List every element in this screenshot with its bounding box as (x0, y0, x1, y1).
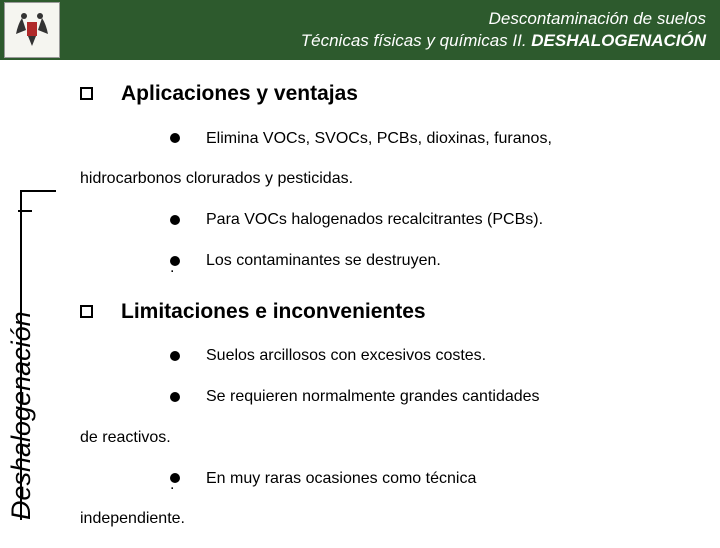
square-bullet-icon (80, 305, 93, 318)
content-area: Deshalogenación Aplicaciones y ventajas … (0, 60, 720, 540)
section-1-heading: Aplicaciones y ventajas (121, 78, 358, 111)
section-2-item-2-wrap: de reactivos. (80, 426, 700, 451)
header-line-2-bold: DESHALOGENACIÓN (531, 31, 706, 50)
section-1-item-3: Los contaminantes se destruyen. (80, 249, 700, 274)
section-2-heading-row: Limitaciones e inconvenientes (80, 296, 700, 329)
round-bullet-icon (170, 133, 180, 143)
section-2-item-3-text: En muy raras ocasiones como técnica (206, 470, 476, 487)
section-1-heading-row: Aplicaciones y ventajas (80, 78, 700, 111)
round-bullet-icon (170, 473, 180, 483)
round-bullet-icon (170, 351, 180, 361)
section-1-item-1-wrap: hidrocarbonos clorurados y pesticidas. (80, 167, 700, 192)
section-2-item-2-text: Se requieren normalmente grandes cantida… (206, 388, 540, 405)
section-1-item-1: Elimina VOCs, SVOCs, PCBs, dioxinas, fur… (80, 127, 700, 152)
section-2-item-3: En muy raras ocasiones como técnica (80, 467, 700, 492)
eagle-crest-icon (10, 8, 54, 52)
header-title-block: Descontaminación de suelos Técnicas físi… (60, 8, 720, 52)
section-2-item-1-text: Suelos arcillosos con excesivos costes. (206, 347, 486, 364)
section-1-item-3-text: Los contaminantes se destruyen. (206, 252, 441, 269)
section-2-item-2: Se requieren normalmente grandes cantida… (80, 385, 700, 410)
header-line-2-plain: Técnicas físicas y químicas II. (301, 31, 532, 50)
slide-header: Descontaminación de suelos Técnicas físi… (0, 0, 720, 60)
section-2-item-3-wrap: independiente. (80, 507, 700, 532)
section-1-item-2-text: Para VOCs halogenados recalcitrantes (PC… (206, 211, 543, 228)
section-2-item-1: Suelos arcillosos con excesivos costes. (80, 344, 700, 369)
institution-logo (4, 2, 60, 58)
section-1-item-2: Para VOCs halogenados recalcitrantes (PC… (80, 208, 700, 233)
main-content: Aplicaciones y ventajas Elimina VOCs, SV… (80, 78, 700, 548)
round-bullet-icon (170, 256, 180, 266)
round-bullet-icon (170, 215, 180, 225)
round-bullet-icon (170, 392, 180, 402)
section-2-heading: Limitaciones e inconvenientes (121, 296, 426, 329)
section-1-item-1-text: Elimina VOCs, SVOCs, PCBs, dioxinas, fur… (206, 130, 552, 147)
header-line-2: Técnicas físicas y químicas II. DESHALOG… (60, 30, 706, 52)
sidebar-label: Deshalogenación (6, 200, 37, 520)
header-line-1: Descontaminación de suelos (60, 8, 706, 30)
square-bullet-icon (80, 87, 93, 100)
